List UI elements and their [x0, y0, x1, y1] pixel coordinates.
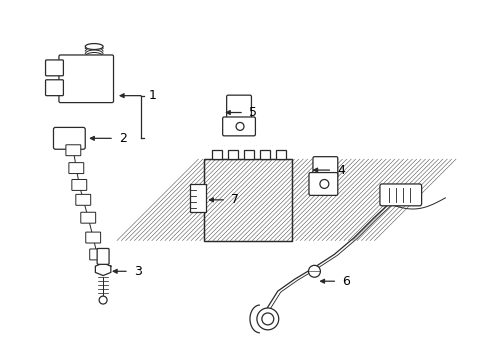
Text: 2: 2: [119, 132, 126, 145]
FancyBboxPatch shape: [66, 145, 81, 156]
Bar: [275, 150, 285, 159]
Circle shape: [308, 265, 320, 277]
Text: 4: 4: [337, 163, 345, 176]
FancyBboxPatch shape: [97, 248, 109, 264]
FancyBboxPatch shape: [226, 95, 251, 122]
Bar: [190, 184, 206, 212]
FancyBboxPatch shape: [45, 60, 63, 76]
Text: 3: 3: [134, 265, 142, 278]
FancyBboxPatch shape: [59, 55, 113, 103]
FancyBboxPatch shape: [72, 180, 86, 190]
Text: 6: 6: [342, 275, 349, 288]
Circle shape: [236, 122, 244, 130]
Bar: [244, 150, 253, 159]
Bar: [212, 150, 222, 159]
Circle shape: [319, 180, 328, 188]
FancyBboxPatch shape: [76, 194, 90, 205]
Text: 5: 5: [248, 106, 256, 119]
Circle shape: [256, 308, 278, 330]
FancyBboxPatch shape: [379, 184, 421, 206]
Text: 1: 1: [148, 89, 156, 102]
FancyBboxPatch shape: [81, 212, 96, 223]
Bar: [228, 150, 238, 159]
FancyBboxPatch shape: [85, 232, 101, 243]
Circle shape: [99, 296, 107, 304]
FancyBboxPatch shape: [69, 163, 83, 174]
FancyBboxPatch shape: [308, 172, 337, 195]
FancyBboxPatch shape: [53, 127, 85, 149]
Bar: [259, 150, 269, 159]
Bar: [204, 159, 291, 240]
FancyBboxPatch shape: [312, 157, 337, 177]
FancyBboxPatch shape: [89, 249, 104, 260]
Ellipse shape: [85, 44, 103, 50]
Text: 7: 7: [231, 193, 239, 206]
FancyBboxPatch shape: [45, 80, 63, 96]
Circle shape: [262, 313, 273, 325]
FancyBboxPatch shape: [222, 117, 255, 136]
Bar: [204, 159, 291, 240]
